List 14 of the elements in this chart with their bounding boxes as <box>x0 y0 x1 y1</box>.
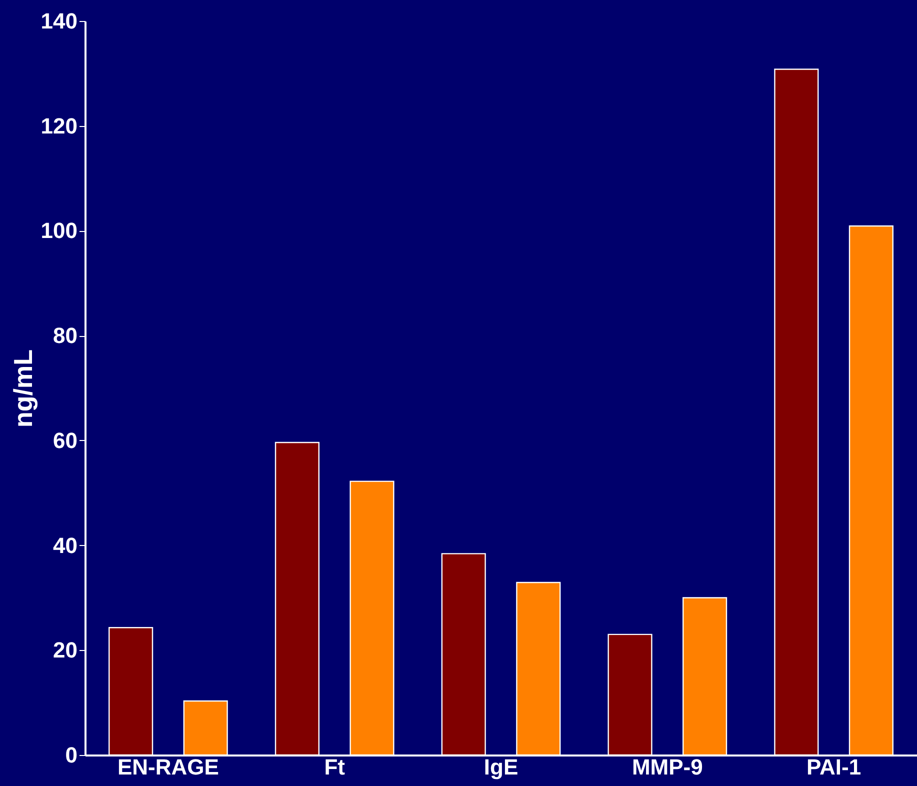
y-tick-label: 80 <box>53 323 78 348</box>
x-tick-label: Ft <box>324 754 346 780</box>
x-tick-label: MMP-9 <box>632 754 703 780</box>
y-tick-label: 0 <box>65 742 78 768</box>
x-tick-label: IgE <box>484 754 518 780</box>
x-tick-label: PAI-1 <box>806 754 862 780</box>
y-axis-title: ng/mL <box>8 349 38 428</box>
y-tick-label: 60 <box>53 428 78 453</box>
y-tick-label: 40 <box>53 532 78 558</box>
y-tick-label: 100 <box>40 218 78 244</box>
y-tick-label: 120 <box>40 113 78 138</box>
y-tick-label: 140 <box>40 8 78 34</box>
y-tick-label: 20 <box>53 638 78 663</box>
x-tick-label: EN-RAGE <box>117 754 219 780</box>
